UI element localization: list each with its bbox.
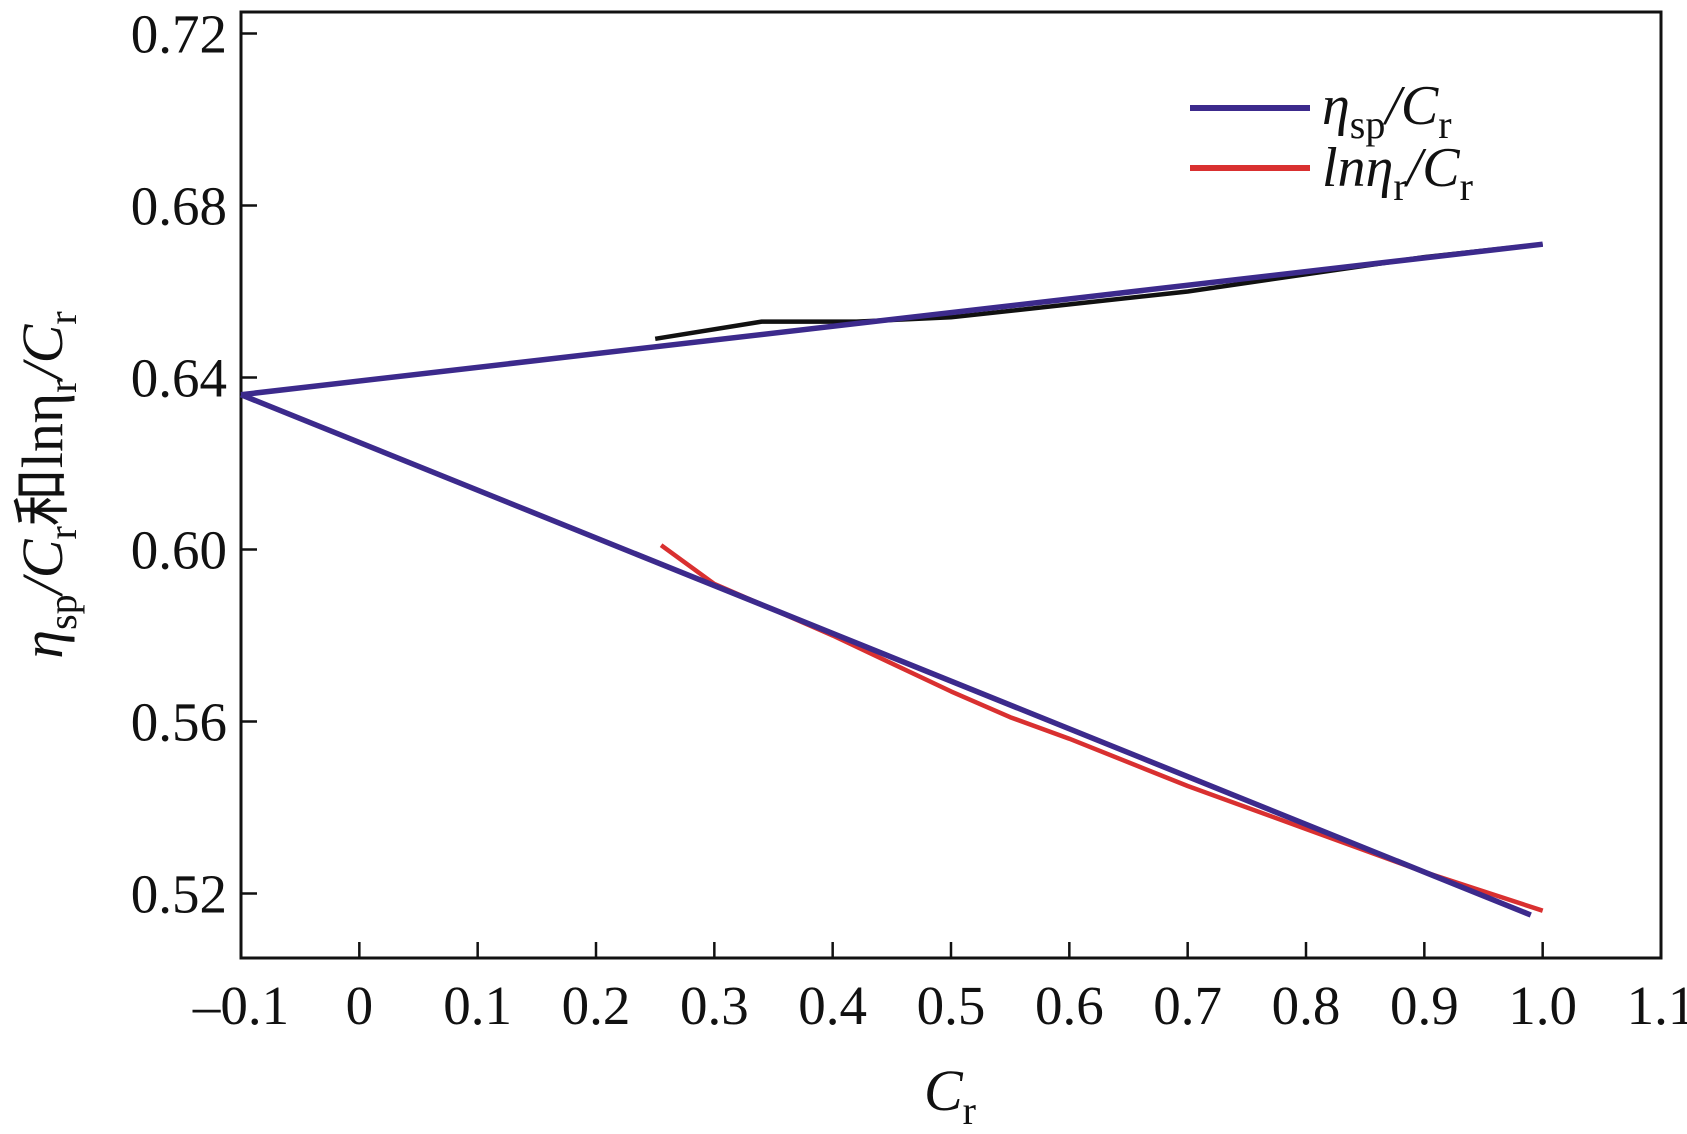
x-tick-label: 1.1: [1627, 975, 1687, 1036]
x-tick-label: 0.5: [917, 975, 986, 1036]
legend-label-eta-sp: ηsp/Cr: [1322, 75, 1452, 147]
series-line-ln-eta-r-data: [659, 543, 1544, 913]
x-tick-label: 0.1: [443, 975, 512, 1036]
x-axis-label: Cr: [924, 1058, 976, 1133]
x-tick-label: 0.7: [1153, 975, 1222, 1036]
x-tick-label: 0.4: [798, 975, 867, 1036]
legend-label-ln-eta-r: lnηr/Cr: [1322, 137, 1473, 209]
x-tick-label: 0.2: [562, 975, 631, 1036]
x-tick-label: –0.1: [192, 975, 289, 1036]
y-tick-label: 0.68: [131, 176, 227, 237]
series-line-ln-eta-r-fit: [239, 392, 1532, 918]
x-tick-label: 0.6: [1035, 975, 1104, 1036]
y-axis-label: ηsp/Cr和lnηr/Cr: [10, 311, 85, 658]
y-tick-label: 0.64: [131, 348, 227, 409]
y-tick-label: 0.52: [131, 864, 227, 925]
series-layer: [239, 241, 1544, 918]
x-axis-ticks: –0.1 0 0.1 0.2 0.3 0.4 0.5 0.6 0.7 0.8 0.9 1.0 1.1: [192, 942, 1687, 1036]
x-tick-label: 1.0: [1508, 975, 1577, 1036]
x-tick-label: 0.3: [680, 975, 749, 1036]
y-tick-label: 0.60: [131, 520, 227, 581]
x-tick-label: 0.8: [1272, 975, 1341, 1036]
legend: ηsp/Cr lnηr/Cr: [1190, 75, 1473, 209]
y-axis-ticks: 0.52 0.56 0.60 0.64 0.68 0.72: [131, 4, 257, 925]
y-tick-label: 0.56: [131, 692, 227, 753]
y-tick-label: 0.72: [131, 4, 227, 65]
series-line-eta-sp-fit: [240, 241, 1544, 398]
x-tick-label: 0: [346, 975, 374, 1036]
x-tick-label: 0.9: [1390, 975, 1459, 1036]
